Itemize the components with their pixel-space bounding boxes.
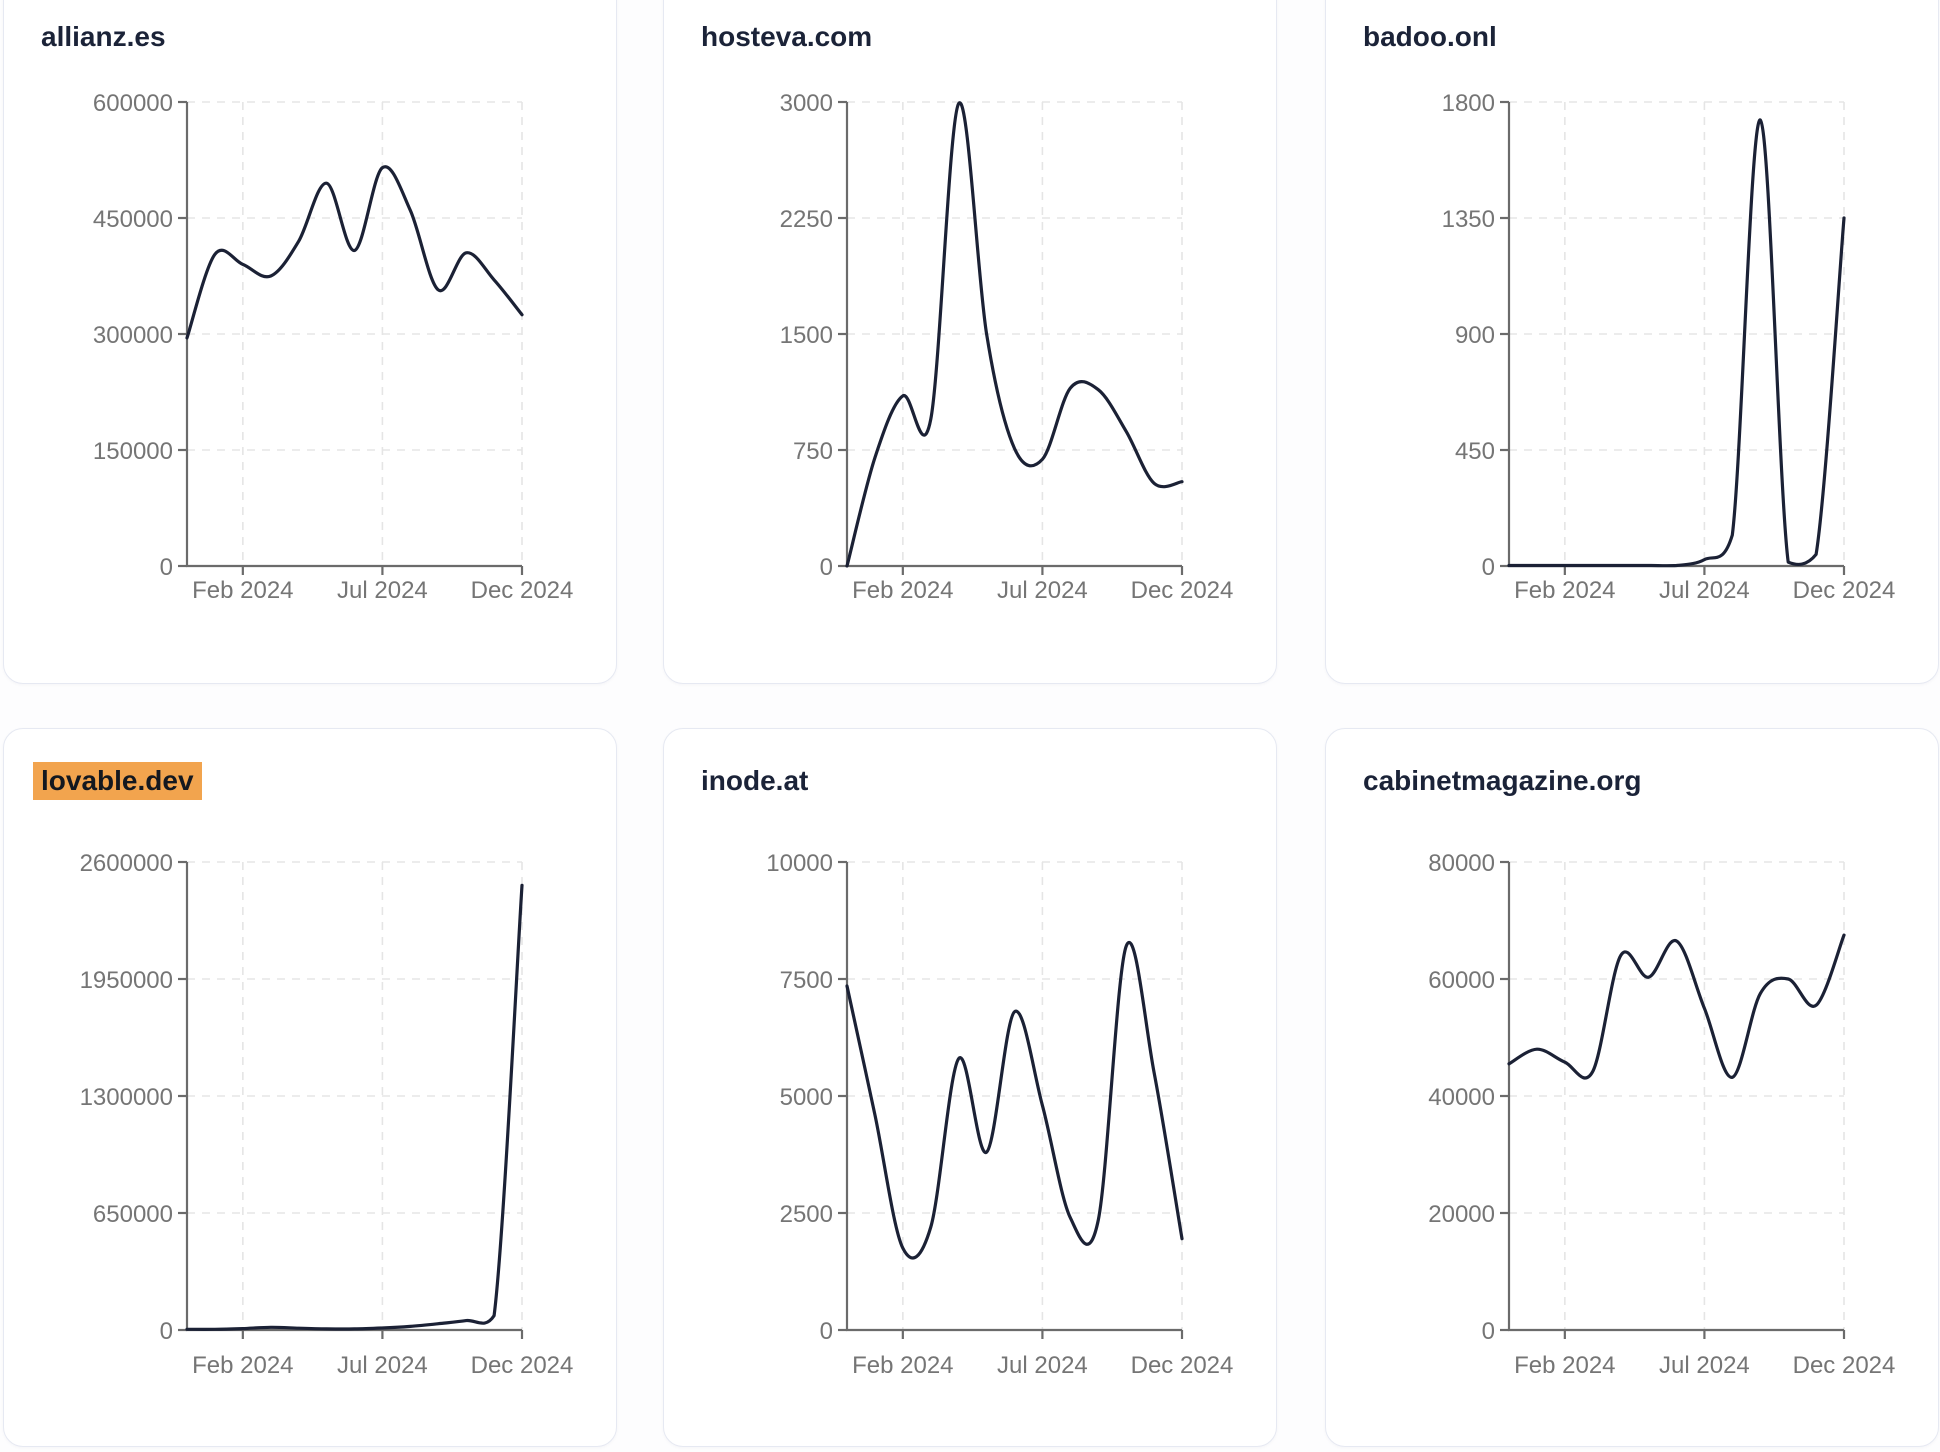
x-tick-label: Jul 2024 — [337, 1352, 428, 1379]
y-tick-label: 2500 — [780, 1201, 833, 1228]
domain-title[interactable]: cabinetmagazine.org — [1363, 765, 1642, 796]
domain-card: cabinetmagazine.org 0 20000 40000 60000 80000… — [1325, 728, 1939, 1447]
domain-card: inode.at 0 2500 5000 7500 10000 Feb 2024 Jul 20… — [663, 728, 1277, 1447]
x-tick-label: Feb 2024 — [1514, 577, 1615, 604]
x-tick-label: Jul 2024 — [997, 577, 1088, 604]
x-tick-label: Dec 2024 — [1793, 1352, 1896, 1379]
y-tick-label: 0 — [820, 1318, 833, 1345]
y-tick-label: 40000 — [1428, 1084, 1495, 1111]
traffic-chart: 0 450 900 1350 1800 Feb 2024 Jul 2024 Dec 2024 — [1442, 90, 1896, 604]
traffic-chart: 0 650000 1300000 1950000 2600000 Feb 2024 Jul … — [80, 850, 574, 1379]
x-tick-label: Feb 2024 — [192, 577, 293, 604]
trend-line — [845, 101, 1184, 568]
y-tick-label: 450000 — [93, 206, 173, 233]
x-tick-label: Feb 2024 — [852, 577, 953, 604]
x-tick-label: Feb 2024 — [852, 1352, 953, 1379]
x-tick-label: Dec 2024 — [471, 1352, 574, 1379]
y-tick-label: 0 — [160, 1318, 173, 1345]
y-tick-label: 900 — [1455, 322, 1495, 349]
trend-line — [1507, 933, 1846, 1080]
traffic-chart: 0 20000 40000 60000 80000 Feb 2024 Jul 2024 Dec… — [1428, 850, 1896, 1379]
y-tick-label: 0 — [160, 554, 173, 581]
y-tick-label: 450 — [1455, 438, 1495, 465]
y-tick-label: 1300000 — [80, 1084, 173, 1111]
domain-card: hosteva.com 0 750 1500 2250 3000 Feb 2024 Jul 2… — [663, 0, 1277, 684]
x-tick-label: Dec 2024 — [471, 577, 574, 604]
trend-line — [845, 941, 1184, 1260]
domain-title[interactable]: allianz.es — [41, 21, 166, 52]
domain-title[interactable]: inode.at — [701, 765, 809, 796]
y-tick-label: 1950000 — [80, 967, 173, 994]
domain-title[interactable]: lovable.dev — [33, 762, 202, 800]
y-tick-label: 5000 — [780, 1084, 833, 1111]
x-tick-label: Dec 2024 — [1793, 577, 1896, 604]
y-tick-label: 7500 — [780, 967, 833, 994]
y-tick-label: 1500 — [780, 322, 833, 349]
trend-line — [1507, 118, 1846, 568]
y-tick-label: 2600000 — [80, 850, 173, 877]
x-tick-label: Jul 2024 — [337, 577, 428, 604]
domain-title[interactable]: badoo.onl — [1363, 21, 1497, 52]
x-tick-label: Feb 2024 — [192, 1352, 293, 1379]
traffic-chart: 0 2500 5000 7500 10000 Feb 2024 Jul 2024 Dec 20… — [766, 850, 1234, 1379]
y-tick-label: 300000 — [93, 322, 173, 349]
y-tick-label: 650000 — [93, 1201, 173, 1228]
y-tick-label: 1800 — [1442, 90, 1495, 117]
y-tick-label: 150000 — [93, 438, 173, 465]
x-tick-label: Jul 2024 — [1659, 577, 1750, 604]
y-tick-label: 0 — [1482, 1318, 1495, 1345]
title-highlight: lovable.dev — [33, 762, 202, 800]
domain-card: badoo.onl 0 450 900 1350 1800 Feb 2024 Jul 2024… — [1325, 0, 1939, 684]
y-tick-label: 20000 — [1428, 1201, 1495, 1228]
traffic-chart: 0 750 1500 2250 3000 Feb 2024 Jul 2024 Dec 2024 — [780, 90, 1234, 604]
x-tick-label: Jul 2024 — [997, 1352, 1088, 1379]
x-tick-label: Feb 2024 — [1514, 1352, 1615, 1379]
y-tick-label: 0 — [1482, 554, 1495, 581]
y-tick-label: 750 — [793, 438, 833, 465]
y-tick-label: 60000 — [1428, 967, 1495, 994]
y-tick-label: 0 — [820, 554, 833, 581]
y-tick-label: 1350 — [1442, 206, 1495, 233]
x-tick-label: Dec 2024 — [1131, 577, 1234, 604]
y-tick-label: 10000 — [766, 850, 833, 877]
domain-title[interactable]: hosteva.com — [701, 21, 873, 52]
y-tick-label: 2250 — [780, 206, 833, 233]
x-tick-label: Dec 2024 — [1131, 1352, 1234, 1379]
y-tick-label: 600000 — [93, 90, 173, 117]
x-tick-label: Jul 2024 — [1659, 1352, 1750, 1379]
domain-card: allianz.es 0 150000 300000 450000 600000 Feb 2… — [3, 0, 617, 684]
y-tick-label: 3000 — [780, 90, 833, 117]
trend-line — [185, 165, 524, 340]
y-tick-label: 80000 — [1428, 850, 1495, 877]
trend-line — [185, 883, 524, 1331]
traffic-chart: 0 150000 300000 450000 600000 Feb 2024 Jul 202… — [93, 90, 574, 604]
domain-card: lovable.dev 0 650000 1300000 1950000 2600000 F… — [3, 728, 617, 1447]
